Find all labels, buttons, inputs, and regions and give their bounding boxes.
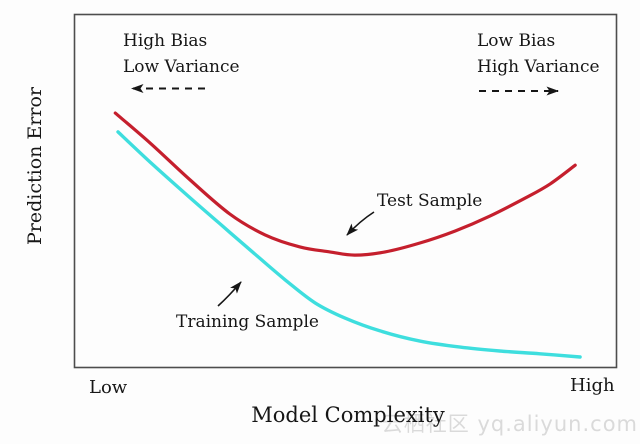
y-axis-label: Prediction Error — [24, 87, 46, 245]
low-bias-annotation: Low Bias High Variance — [477, 28, 600, 80]
watermark: 云栖社区 yq.aliyun.com — [381, 412, 638, 436]
low-variance-line: Low Variance — [123, 57, 240, 77]
training-sample-label: Training Sample — [176, 312, 319, 332]
high-variance-line: High Variance — [477, 57, 600, 77]
test-sample-label: Test Sample — [377, 191, 483, 211]
test-sample-pointer-arrow-icon — [346, 211, 375, 236]
x-axis-label: Model Complexity — [251, 403, 445, 427]
x-tick-high: High — [570, 375, 615, 396]
training-sample-pointer-arrow-icon — [217, 281, 242, 307]
plot-frame — [73, 13, 618, 369]
high-bias-line: High Bias — [123, 31, 208, 51]
test-sample-curve — [113, 111, 577, 257]
training-sample-curve — [116, 130, 582, 359]
high-bias-annotation: High Bias Low Variance — [123, 28, 240, 80]
low-bias-line: Low Bias — [477, 31, 556, 51]
x-tick-low: Low — [89, 377, 128, 398]
